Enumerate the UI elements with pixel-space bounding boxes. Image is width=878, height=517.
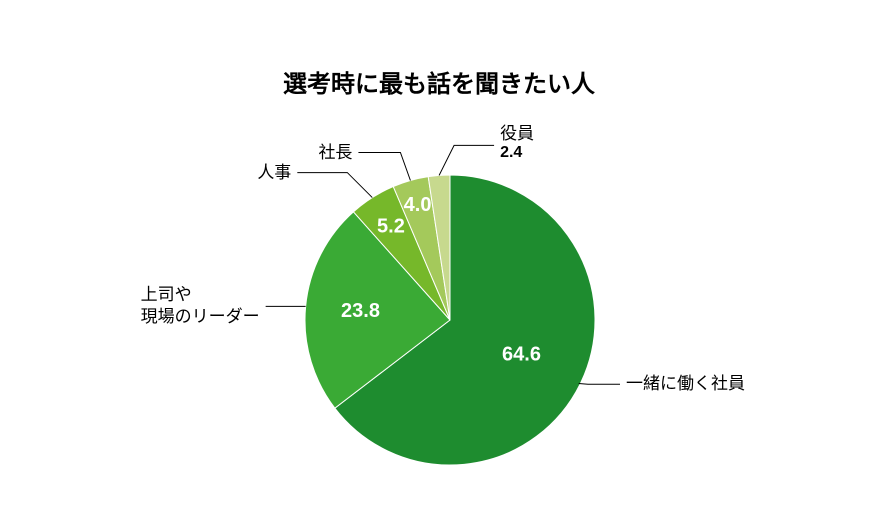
slice-value: 4.0 [404,194,432,216]
slice-value: 23.8 [341,300,380,322]
slice-label-supervisor: 上司や 現場のリーダー [141,284,260,328]
slice-label-colleagues: 一緒に働く社員 [626,373,745,395]
slice-label-president: 社長 [318,142,352,164]
slice-value: 64.6 [502,344,541,366]
pie-chart: 64.6 23.8 5.24.0 [300,170,600,475]
slice-value-executive: 2.4 [500,143,522,164]
slice-value: 5.2 [377,215,405,237]
slice-label-executive: 役員 [500,123,534,145]
slice-label-hr: 人事 [257,162,291,184]
chart-title: 選考時に最も話を聞きたい人 [0,64,878,99]
